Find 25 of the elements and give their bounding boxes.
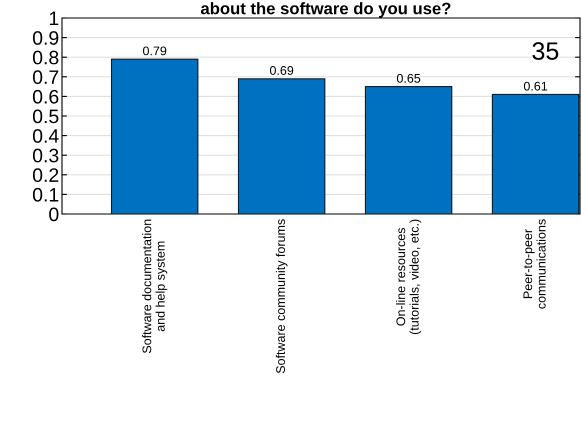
x-tick-label: Software community forums [276, 219, 288, 374]
data-label: 0.79 [143, 46, 166, 56]
data-label: 0.69 [270, 66, 294, 75]
annotation: 35 [532, 42, 558, 60]
y-tick-label: 0.7 [32, 70, 58, 84]
bar [238, 78, 326, 214]
y-tick-label: 0.4 [32, 129, 59, 143]
y-tick-label: 0.3 [32, 148, 58, 162]
y-tick-label: 0.1 [32, 188, 58, 202]
x-tick-label: Software documentation and help system [142, 220, 168, 354]
x-tick-label: On-line resources (tutorials, video, etc.) [396, 220, 422, 334]
y-tick-label: 1 [50, 12, 58, 26]
bar [364, 86, 452, 214]
data-label: 0.65 [396, 74, 420, 83]
bar [110, 58, 198, 214]
y-tick-label: 0.5 [32, 109, 58, 124]
x-tick-label: Peer-to-peer communications [523, 219, 546, 309]
y-tick-label: 0.9 [32, 31, 58, 45]
y-tick-label: 0.2 [32, 168, 58, 182]
y-tick-label: 0.8 [32, 50, 58, 64]
y-tick-label: 0.6 [32, 90, 58, 104]
bar [492, 94, 580, 214]
y-tick-label: 0 [49, 207, 58, 222]
data-label: 0.61 [524, 82, 548, 91]
chart-title: about the software do you use? [200, 2, 450, 18]
